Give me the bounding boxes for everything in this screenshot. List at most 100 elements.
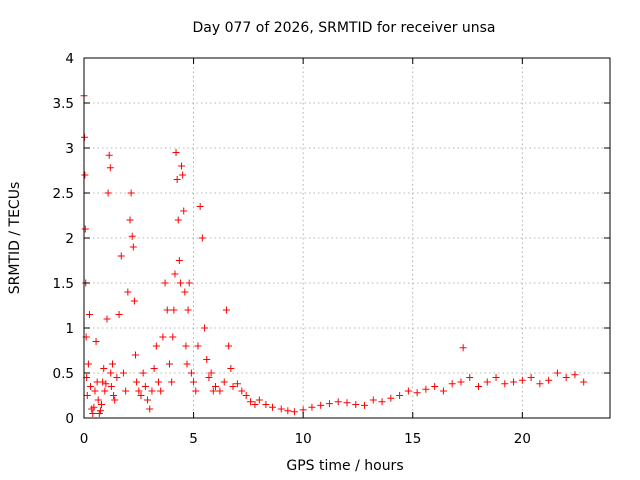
data-point (227, 365, 235, 372)
data-point (152, 342, 160, 350)
data-point (475, 383, 482, 390)
data-point (87, 383, 95, 390)
data-point (159, 333, 167, 341)
data-point (284, 407, 292, 415)
data-point (84, 360, 92, 368)
data-point (90, 403, 98, 411)
data-point (553, 369, 561, 377)
data-point (387, 394, 395, 402)
data-point (422, 385, 430, 393)
data-point (325, 400, 333, 408)
data-point (128, 232, 136, 240)
data-point (176, 279, 184, 287)
data-point (89, 410, 97, 417)
data-point (527, 374, 535, 381)
data-point (91, 387, 99, 395)
y-tick-label: 4 (65, 51, 74, 67)
data-point (334, 398, 342, 406)
data-point (96, 407, 104, 415)
data-point (233, 380, 241, 388)
data-point (148, 387, 156, 395)
data-point (133, 378, 141, 386)
data-point (104, 189, 112, 197)
data-point (168, 378, 176, 386)
data-point (174, 216, 182, 224)
data-point (562, 374, 570, 381)
data-point (369, 396, 377, 404)
data-point (115, 311, 123, 318)
x-tick-label: 10 (295, 431, 312, 447)
data-point (173, 176, 181, 183)
data-point (127, 189, 135, 197)
data-point (183, 360, 191, 368)
data-point (247, 398, 255, 406)
x-tick-label: 15 (404, 431, 421, 447)
grid (84, 58, 610, 418)
data-point (466, 374, 474, 381)
data-point (185, 279, 193, 287)
data-point (431, 383, 439, 390)
data-point (268, 403, 276, 411)
data-point (212, 383, 219, 390)
data-point (205, 374, 213, 381)
x-tick-label: 5 (189, 431, 198, 447)
data-point (209, 387, 217, 395)
data-point (106, 164, 114, 172)
chart-title: Day 077 of 2026, SRMTID for receiver uns… (192, 20, 495, 36)
y-tick-label: 1.5 (53, 276, 74, 292)
data-point (101, 387, 109, 395)
data-point (175, 257, 183, 264)
data-point (196, 203, 204, 210)
data-point (92, 338, 100, 345)
y-tick-labels: 0 0.5 1 1.5 2 2.5 3 3.5 4 (53, 51, 74, 427)
data-point (194, 342, 202, 350)
axis-ticks (83, 57, 610, 419)
data-point (129, 243, 137, 251)
data-point (216, 387, 224, 395)
y-axis-label: SRMTID / TECUs (7, 182, 23, 295)
data-point (102, 380, 110, 388)
data-point (126, 216, 134, 224)
data-point (111, 396, 119, 404)
data-point (207, 369, 215, 377)
data-point (536, 380, 544, 388)
data-point (141, 383, 149, 390)
data-point (163, 306, 171, 314)
data-point (113, 374, 121, 381)
data-point (135, 387, 143, 395)
y-tick-label: 3 (65, 141, 74, 157)
data-point (501, 380, 509, 388)
data-point (100, 365, 108, 372)
data-point (220, 378, 228, 386)
x-tick-label: 0 (80, 431, 89, 447)
data-point (83, 392, 91, 399)
data-point (343, 399, 351, 407)
data-point (277, 405, 285, 413)
y-tick-label: 2.5 (53, 186, 74, 202)
y-tick-label: 2 (65, 231, 74, 247)
data-point (352, 401, 360, 408)
data-point (122, 387, 130, 395)
data-point (170, 306, 178, 314)
data-point (169, 333, 177, 341)
data-point (81, 225, 89, 233)
data-point (229, 383, 237, 390)
data-point (225, 342, 233, 350)
data-point (255, 396, 263, 404)
data-point (361, 401, 369, 409)
data-point (180, 207, 188, 215)
data-point (251, 401, 259, 408)
data-point (317, 401, 325, 409)
data-point (459, 344, 467, 352)
data-point (150, 365, 158, 372)
data-point (510, 378, 518, 386)
data-point (518, 376, 526, 384)
data-point (457, 378, 465, 386)
data-point (132, 351, 140, 359)
data-point (107, 369, 115, 377)
data-point (172, 149, 180, 156)
data-point (262, 401, 270, 408)
data-point (171, 270, 179, 278)
data-point (155, 378, 163, 386)
x-axis-label: GPS time / hours (286, 458, 403, 474)
